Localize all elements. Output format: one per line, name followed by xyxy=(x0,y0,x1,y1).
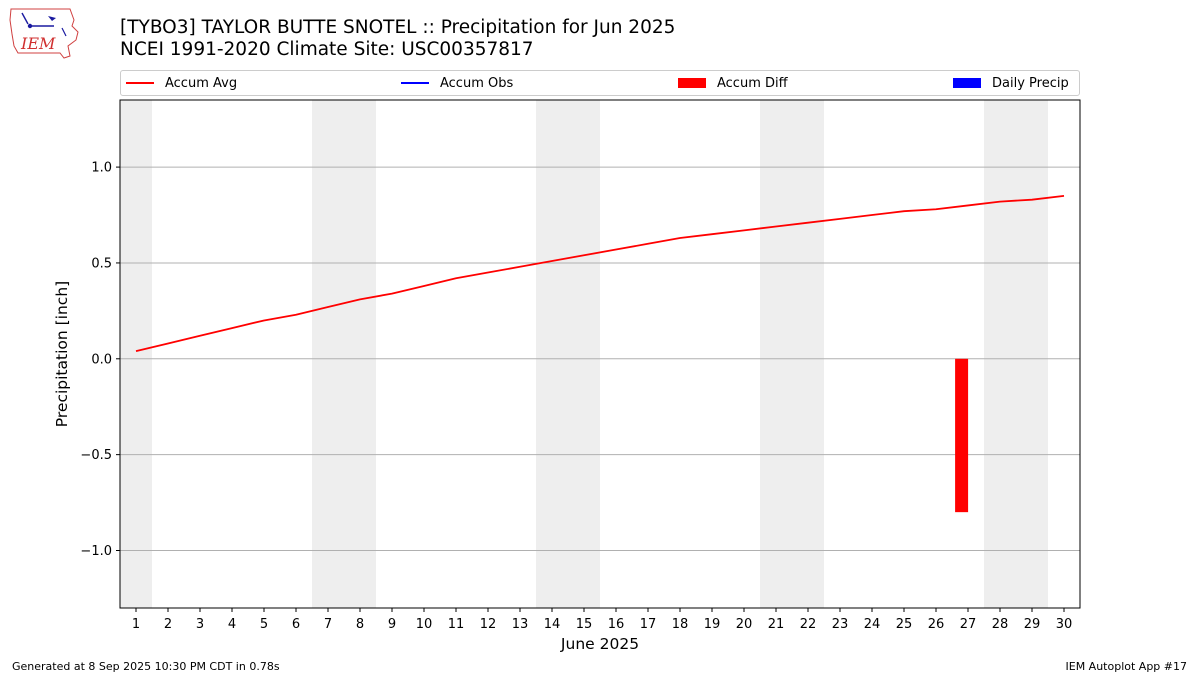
weekend-band xyxy=(536,100,600,608)
x-tick-label: 25 xyxy=(896,617,913,632)
legend-label-accum-diff: Accum Diff xyxy=(717,75,788,91)
legend-swatch-accum-avg xyxy=(126,82,154,84)
x-tick-label: 10 xyxy=(416,617,433,632)
legend-item-accum-obs: Accum Obs xyxy=(401,71,513,95)
weekend-band xyxy=(312,100,376,608)
x-axis-label: June 2025 xyxy=(560,635,639,653)
x-tick-label: 2 xyxy=(164,617,172,632)
chart-subtitle: NCEI 1991-2020 Climate Site: USC00357817 xyxy=(120,39,534,60)
x-tick-label: 16 xyxy=(608,617,625,632)
y-gridlines xyxy=(120,166,1080,551)
legend-item-accum-avg: Accum Avg xyxy=(126,71,237,95)
y-tick-label: −1.0 xyxy=(80,544,112,559)
legend-item-daily-precip: Daily Precip xyxy=(953,71,1069,95)
legend-label-accum-avg: Accum Avg xyxy=(165,75,238,91)
x-tick-label: 18 xyxy=(672,617,689,632)
x-tick-label: 24 xyxy=(864,617,881,632)
legend-label-daily-precip: Daily Precip xyxy=(992,75,1069,91)
x-tick-label: 26 xyxy=(928,617,945,632)
x-tick-label: 27 xyxy=(960,617,977,632)
legend-swatch-accum-obs xyxy=(401,82,429,84)
x-tick-label: 3 xyxy=(196,617,204,632)
x-tick-label: 29 xyxy=(1024,617,1041,632)
x-tick-label: 8 xyxy=(356,617,364,632)
x-tick-label: 23 xyxy=(832,617,849,632)
legend-swatch-accum-diff xyxy=(678,78,706,88)
x-axis-ticks: 1 2 3 4 5 6 7 8 9 10 11 12 13 14 15 16 17 18 19 20 21 22 23 24 2… xyxy=(132,608,1072,632)
x-tick-label: 13 xyxy=(512,617,529,632)
x-tick-label: 14 xyxy=(544,617,561,632)
x-tick-label: 6 xyxy=(292,617,300,632)
x-tick-label: 5 xyxy=(260,617,268,632)
weekend-shading xyxy=(120,100,1048,608)
generated-note: Generated at 8 Sep 2025 10:30 PM CDT in … xyxy=(12,660,280,673)
x-tick-label: 4 xyxy=(228,617,236,632)
legend-swatch-daily-precip xyxy=(953,78,981,88)
legend: Accum Avg Accum Obs Accum Diff Daily Pre… xyxy=(120,70,1080,96)
weekend-band xyxy=(984,100,1048,608)
x-tick-label: 1 xyxy=(132,617,140,632)
x-tick-label: 21 xyxy=(768,617,785,632)
logo-text: IEM xyxy=(20,34,56,53)
y-axis-ticks: 1.0 0.5 0.0 −0.5 −1.0 xyxy=(80,161,120,559)
y-tick-label: 1.0 xyxy=(91,161,112,176)
iem-logo: IEM xyxy=(9,8,79,59)
x-tick-label: 15 xyxy=(576,617,593,632)
chart-title: [TYBO3] TAYLOR BUTTE SNOTEL :: Precipita… xyxy=(120,17,676,38)
y-tick-label: 0.0 xyxy=(91,352,112,367)
series-lines xyxy=(135,194,1065,352)
x-tick-label: 12 xyxy=(480,617,497,632)
y-tick-label: 0.5 xyxy=(91,256,112,271)
x-tick-label: 30 xyxy=(1056,617,1073,632)
app-note: IEM Autoplot App #17 xyxy=(1065,660,1188,673)
weekend-band xyxy=(120,100,152,608)
x-tick-label: 17 xyxy=(640,617,657,632)
accum-avg-line xyxy=(135,194,1065,352)
plot-frame xyxy=(119,99,1081,609)
x-tick-label: 20 xyxy=(736,617,753,632)
y-tick-label: −0.5 xyxy=(80,448,112,463)
x-tick-label: 11 xyxy=(448,617,465,632)
weekend-band xyxy=(760,100,824,608)
x-tick-label: 22 xyxy=(800,617,817,632)
accum-diff-bars xyxy=(955,358,969,513)
x-tick-label: 28 xyxy=(992,617,1009,632)
legend-item-accum-diff: Accum Diff xyxy=(678,71,788,95)
x-tick-label: 7 xyxy=(324,617,332,632)
x-tick-label: 19 xyxy=(704,617,721,632)
accum-diff-bar xyxy=(955,358,969,513)
y-axis-label: Precipitation [inch] xyxy=(53,281,71,427)
x-tick-label: 9 xyxy=(388,617,396,632)
legend-label-accum-obs: Accum Obs xyxy=(440,75,514,91)
